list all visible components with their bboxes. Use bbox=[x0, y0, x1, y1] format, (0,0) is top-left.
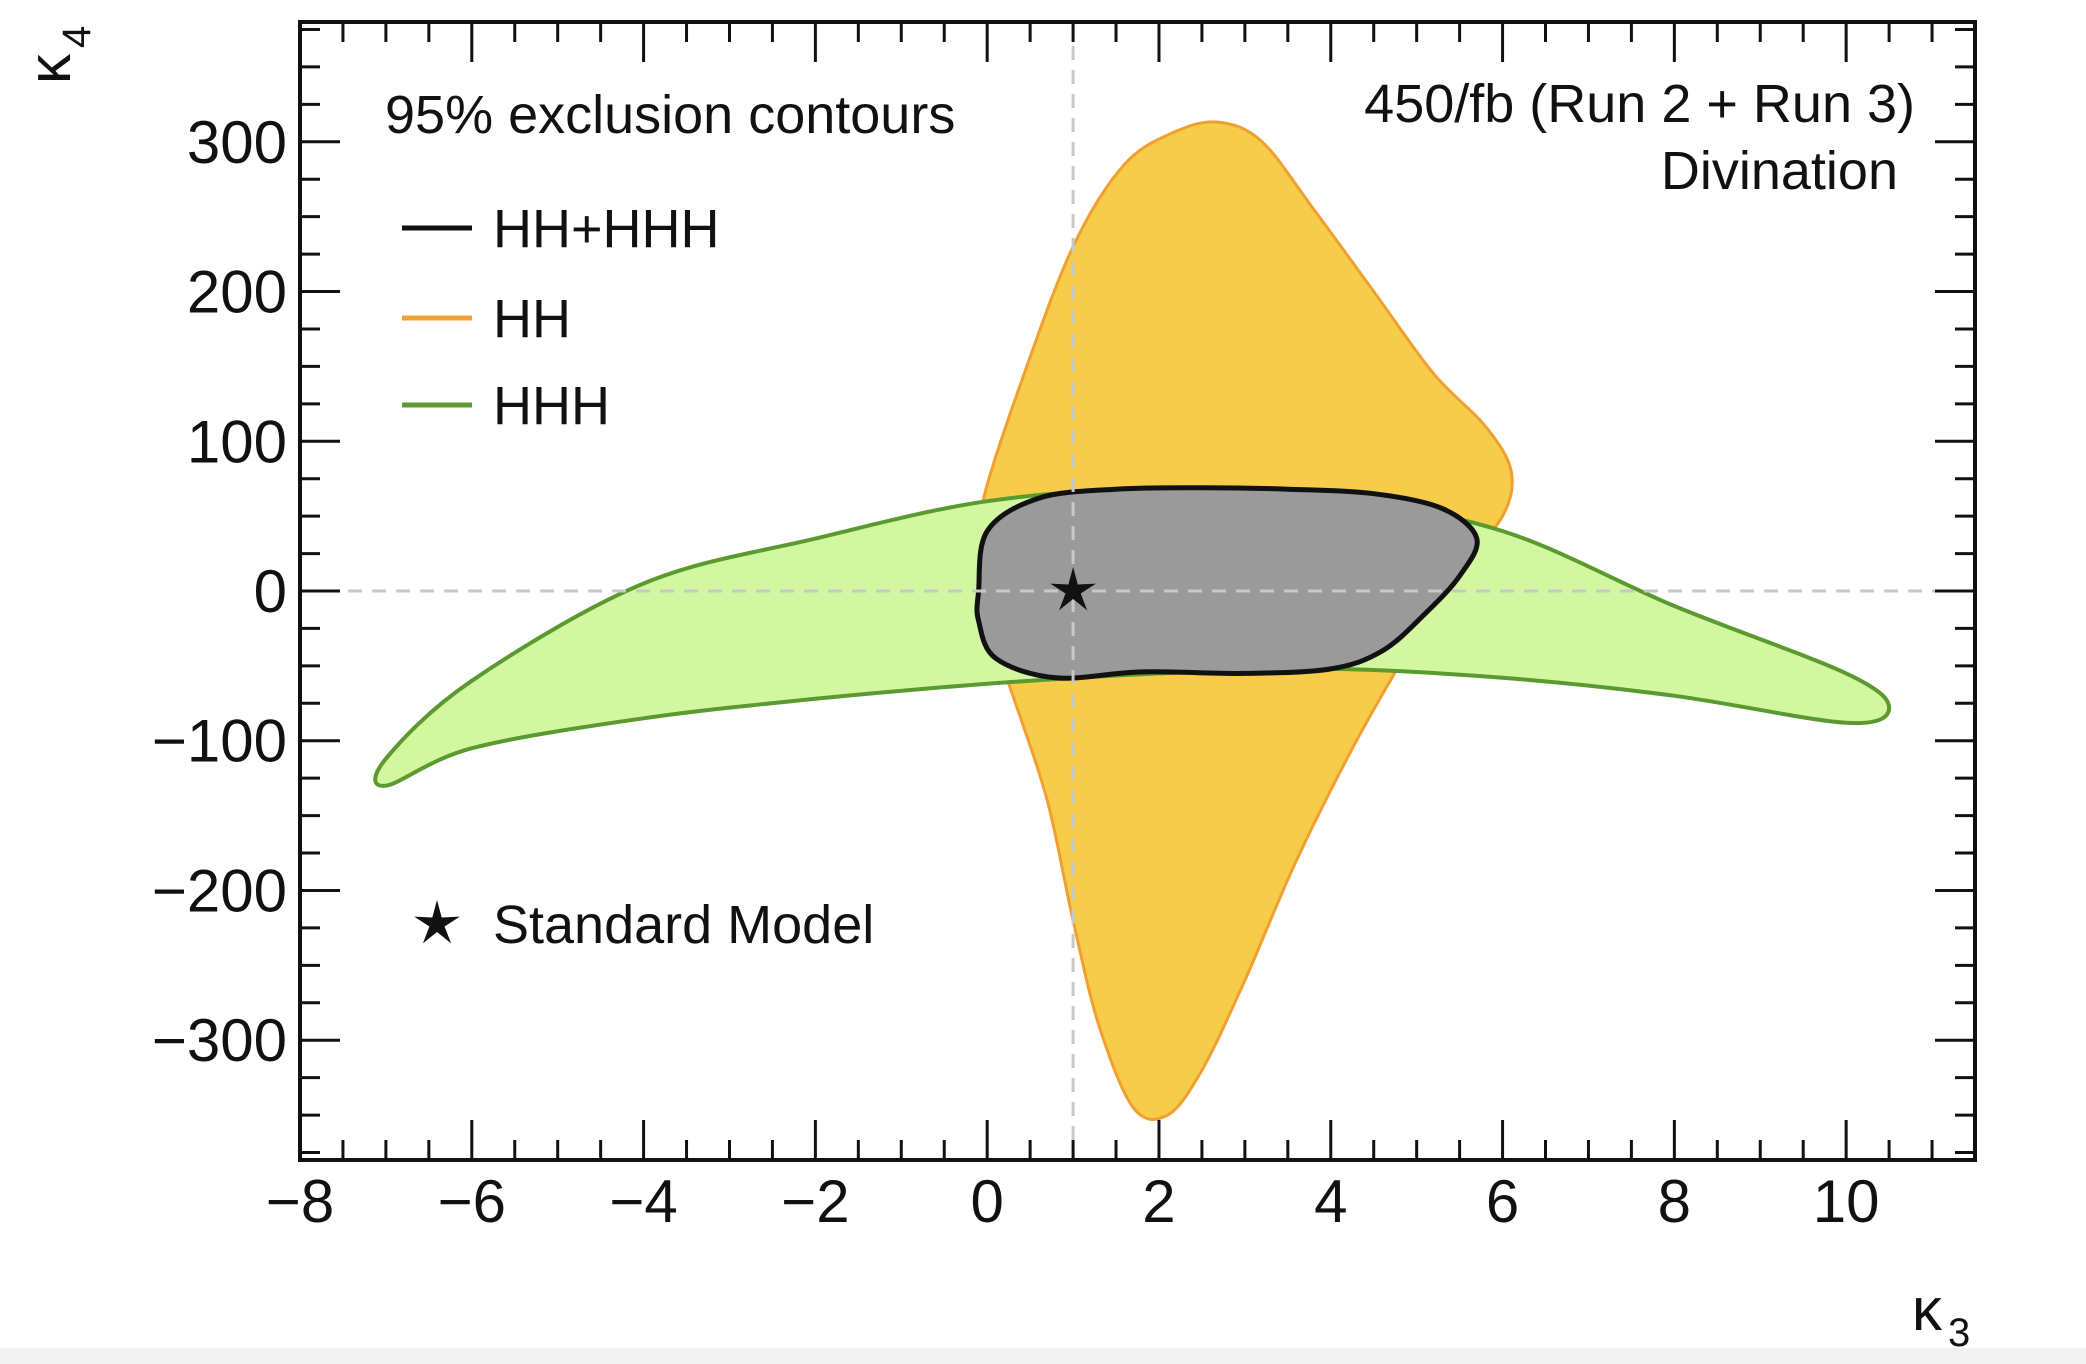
y-tick-label: 0 bbox=[254, 558, 287, 625]
legend-label-hhh: HHH bbox=[493, 376, 610, 436]
bottom-strip bbox=[0, 1348, 2086, 1364]
y-tick-label: 100 bbox=[187, 408, 287, 475]
x-tick-label: 8 bbox=[1658, 1168, 1691, 1235]
markers bbox=[1050, 567, 1096, 611]
x-tick-label: 2 bbox=[1142, 1168, 1175, 1235]
chart-annotation: Divination bbox=[1661, 141, 1898, 201]
contours bbox=[373, 120, 1892, 1121]
x-axis-title-main: κ bbox=[1912, 1276, 1943, 1343]
y-tick-label: 200 bbox=[187, 259, 287, 326]
chart-subtitle: 450/fb (Run 2 + Run 3) bbox=[1364, 74, 1915, 134]
y-tick-label: −200 bbox=[152, 857, 287, 924]
axis-ticks bbox=[298, 22, 1977, 1160]
chart-title: 95% exclusion contours bbox=[385, 85, 955, 145]
reference-lines bbox=[300, 22, 1975, 1160]
legend-label-standard-model: Standard Model bbox=[493, 895, 874, 955]
x-tick-label: 6 bbox=[1486, 1168, 1519, 1235]
x-axis-title: κ 3 bbox=[1912, 1276, 1970, 1355]
y-axis-title-sub: 4 bbox=[55, 26, 99, 48]
legend-label-hh: HH bbox=[493, 289, 571, 349]
legend-label-hh-hhh: HH+HHH bbox=[493, 199, 720, 259]
axis-tick-labels: −8 −6 −4 −2 0 2 4 6 8 10 300 200 100 0 −100 −200 −300 bbox=[152, 109, 1880, 1235]
y-tick-label: −100 bbox=[152, 708, 287, 775]
contour-hh-hhh bbox=[974, 485, 1480, 681]
legend-star-icon bbox=[414, 900, 460, 944]
standard-model-star-icon bbox=[1050, 567, 1096, 611]
x-tick-label: 0 bbox=[970, 1168, 1003, 1235]
x-axis-title-sub: 3 bbox=[1948, 1311, 1970, 1355]
y-axis-title: κ 4 bbox=[16, 26, 99, 84]
x-tick-label: −6 bbox=[438, 1168, 506, 1235]
y-tick-label: 300 bbox=[187, 109, 287, 176]
x-tick-label: −4 bbox=[609, 1168, 677, 1235]
x-tick-label: −8 bbox=[266, 1168, 334, 1235]
x-tick-label: 4 bbox=[1314, 1168, 1347, 1235]
y-tick-label: −300 bbox=[152, 1007, 287, 1074]
x-tick-label: 10 bbox=[1813, 1168, 1880, 1235]
x-tick-label: −2 bbox=[781, 1168, 849, 1235]
y-axis-title-main: κ bbox=[16, 53, 83, 84]
